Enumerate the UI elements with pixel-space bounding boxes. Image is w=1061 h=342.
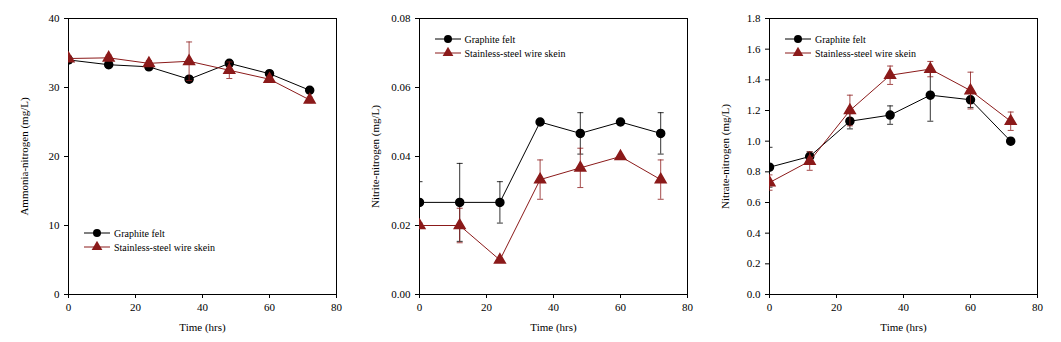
svg-text:80: 80 bbox=[682, 301, 694, 313]
svg-text:40: 40 bbox=[49, 12, 61, 24]
html-text:Stainless-steel wire skein: Stainless-steel wire skein bbox=[464, 47, 566, 59]
svg-text:30: 30 bbox=[49, 81, 61, 93]
html-text:Graphite felt: Graphite felt bbox=[114, 227, 165, 239]
svg-text:20: 20 bbox=[481, 301, 493, 313]
svg-text:0.04: 0.04 bbox=[391, 150, 411, 162]
svg-text:1.8: 1.8 bbox=[747, 12, 761, 24]
svg-text:80: 80 bbox=[331, 301, 343, 313]
svg-text:0: 0 bbox=[66, 301, 72, 313]
svg-text:0.4: 0.4 bbox=[747, 227, 761, 239]
svg-text:0.02: 0.02 bbox=[391, 219, 410, 231]
svg-text:Time (hrs): Time (hrs) bbox=[179, 321, 226, 334]
svg-text:20: 20 bbox=[49, 150, 61, 162]
svg-text:20: 20 bbox=[130, 301, 142, 313]
svg-text:0.06: 0.06 bbox=[391, 81, 411, 93]
html-text:Graphite felt: Graphite felt bbox=[464, 33, 516, 45]
svg-text:60: 60 bbox=[615, 301, 627, 313]
svg-text:1.6: 1.6 bbox=[747, 43, 761, 55]
svg-text:Ammonia-nitrogen (mg/L): Ammonia-nitrogen (mg/L) bbox=[18, 97, 31, 216]
svg-text:40: 40 bbox=[548, 301, 560, 313]
svg-text:60: 60 bbox=[264, 301, 276, 313]
svg-text:40: 40 bbox=[197, 301, 209, 313]
svg-text:Nitrite-nitrogen (mg/L): Nitrite-nitrogen (mg/L) bbox=[369, 105, 382, 208]
svg-text:1.4: 1.4 bbox=[747, 73, 761, 85]
html-text:Stainless-steel wire skein: Stainless-steel wire skein bbox=[114, 241, 216, 253]
html-text:Stainless-steel wire skein: Stainless-steel wire skein bbox=[815, 47, 917, 59]
svg-text:0.8: 0.8 bbox=[747, 165, 761, 177]
svg-text:0: 0 bbox=[416, 301, 422, 313]
svg-text:0.00: 0.00 bbox=[391, 288, 411, 300]
svg-text:Time (hrs): Time (hrs) bbox=[880, 321, 927, 334]
svg-text:1.2: 1.2 bbox=[747, 104, 761, 116]
svg-text:10: 10 bbox=[49, 219, 61, 231]
svg-text:Nitrate-nitrogen (mg/L): Nitrate-nitrogen (mg/L) bbox=[719, 104, 732, 209]
svg-text:1.0: 1.0 bbox=[747, 135, 761, 147]
svg-text:40: 40 bbox=[898, 301, 910, 313]
svg-text:Time (hrs): Time (hrs) bbox=[530, 321, 577, 334]
svg-text:20: 20 bbox=[831, 301, 843, 313]
svg-text:0: 0 bbox=[54, 288, 60, 300]
svg-text:80: 80 bbox=[1032, 301, 1044, 313]
svg-text:60: 60 bbox=[965, 301, 977, 313]
svg-text:0.08: 0.08 bbox=[391, 12, 411, 24]
svg-text:0.0: 0.0 bbox=[747, 288, 761, 300]
svg-text:0: 0 bbox=[767, 301, 773, 313]
svg-text:0.2: 0.2 bbox=[747, 257, 761, 269]
svg-text:0.6: 0.6 bbox=[747, 196, 761, 208]
html-text:Graphite felt: Graphite felt bbox=[815, 33, 866, 45]
